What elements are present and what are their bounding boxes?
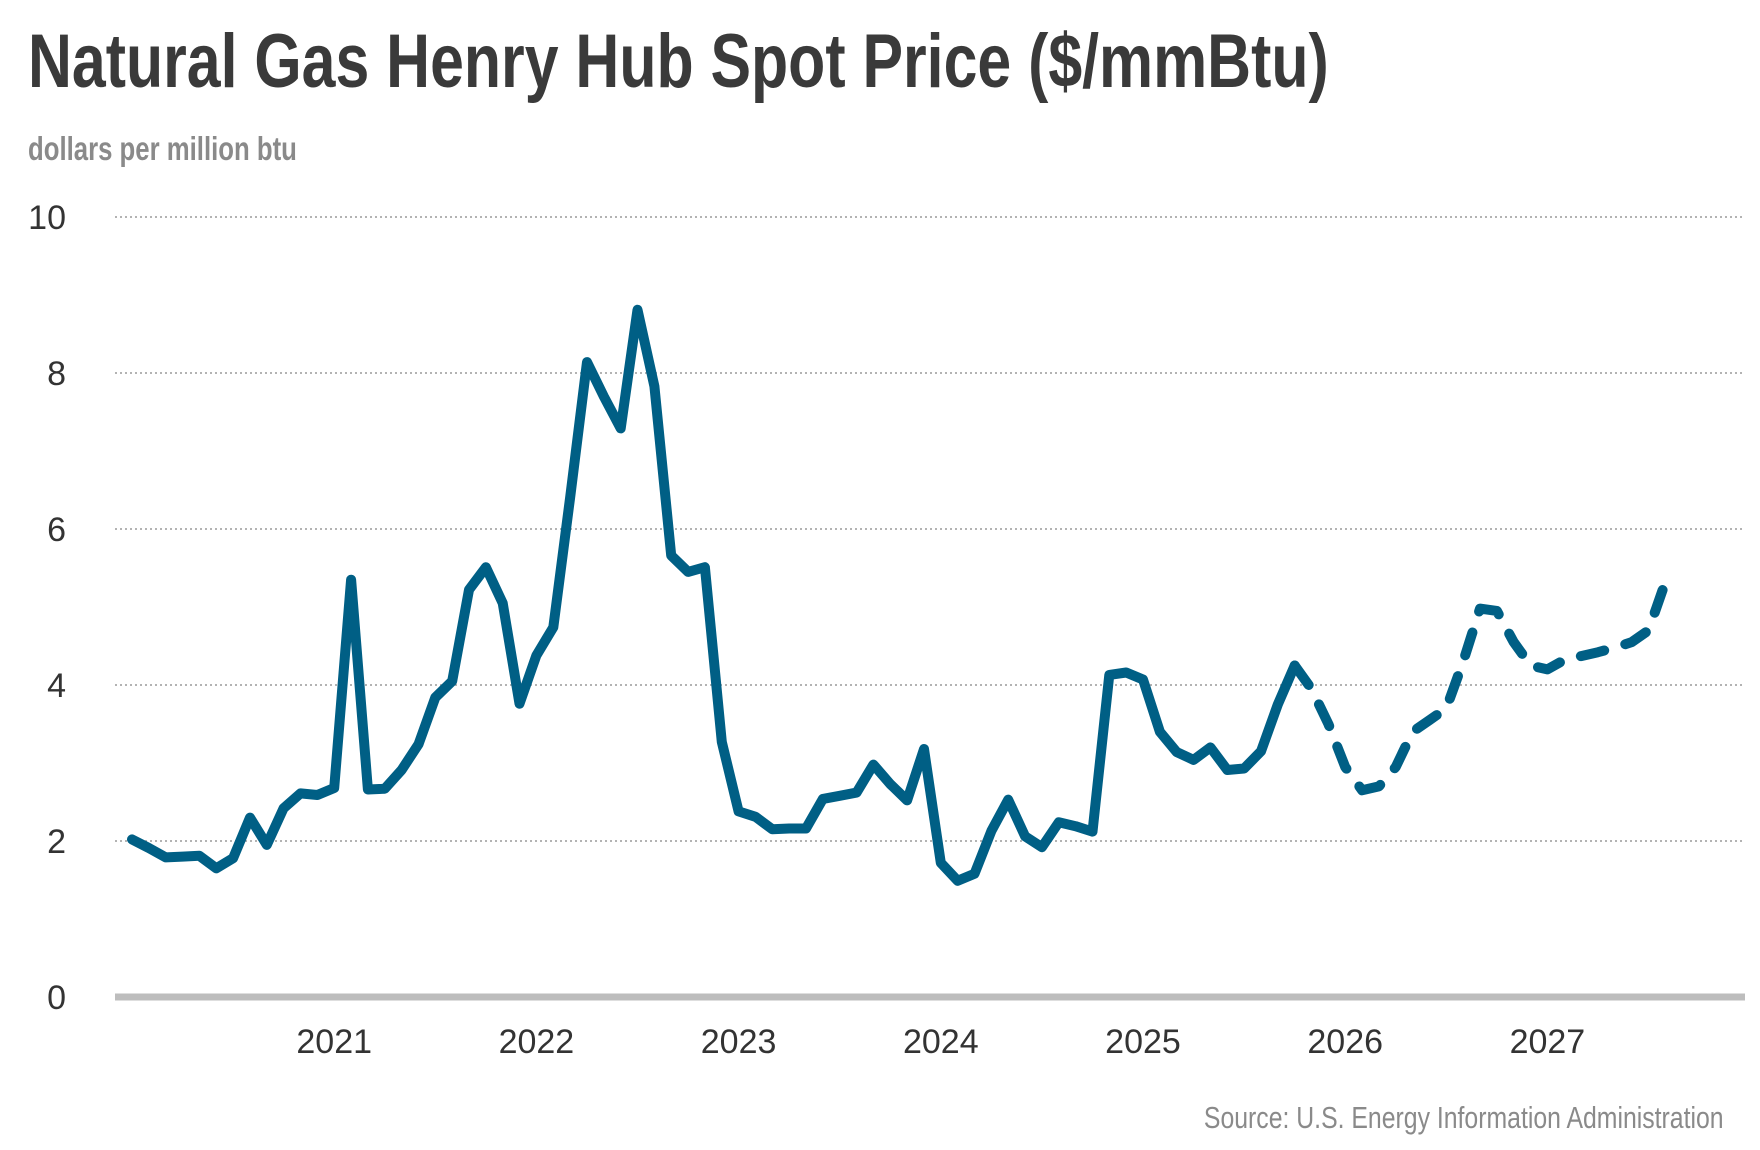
series-line-historical <box>127 304 1300 886</box>
x-tick-label: 2021 <box>296 1023 372 1061</box>
y-tick-label: 6 <box>47 511 66 549</box>
y-tick-label: 10 <box>28 199 66 237</box>
y-tick-label: 4 <box>47 667 66 705</box>
x-tick-label: 2027 <box>1510 1023 1586 1061</box>
chart-subtitle: dollars per million btu <box>28 130 297 167</box>
series-line-forecast <box>1289 577 1671 796</box>
x-tick-label: 2024 <box>903 1023 979 1061</box>
x-tick-label: 2026 <box>1307 1023 1383 1061</box>
source-note: Source: U.S. Energy Information Administ… <box>1204 1100 1724 1135</box>
x-tick-label: 2023 <box>701 1023 777 1061</box>
chart-title: Natural Gas Henry Hub Spot Price ($/mmBt… <box>28 19 1329 104</box>
y-tick-label: 8 <box>47 355 66 393</box>
x-tick-label: 2022 <box>499 1023 575 1061</box>
x-tick-label: 2025 <box>1105 1023 1181 1061</box>
y-tick-label: 0 <box>47 979 66 1017</box>
y-tick-label: 2 <box>47 823 66 861</box>
